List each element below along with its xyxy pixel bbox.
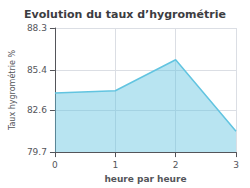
svg-text:Evolution du taux d’hygrométri: Evolution du taux d’hygrométrie [24,8,226,21]
svg-text:2: 2 [173,160,179,170]
svg-text:82.6: 82.6 [27,105,47,115]
svg-text:Taux hygrométrie %: Taux hygrométrie % [7,50,17,132]
svg-text:3: 3 [233,160,239,170]
svg-text:85.4: 85.4 [27,65,47,75]
svg-text:heure par heure: heure par heure [104,174,186,184]
svg-text:88.3: 88.3 [27,23,47,33]
svg-text:0: 0 [52,160,58,170]
svg-text:1: 1 [112,160,118,170]
svg-text:79.7: 79.7 [27,147,47,157]
